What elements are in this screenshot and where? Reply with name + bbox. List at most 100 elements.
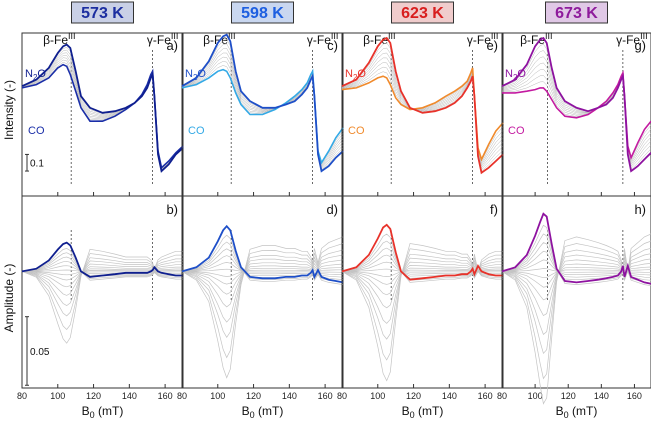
- peak-label: γ-FeIII: [147, 31, 179, 47]
- amplitude-spectrum-intermediate: [181, 236, 344, 379]
- x-tick-label: 120: [406, 391, 421, 401]
- amplitude-spectrum-intermediate: [21, 257, 183, 317]
- panel-letter: f): [490, 202, 498, 217]
- amplitude-spectrum-intermediate: [181, 255, 344, 278]
- scale-bar-bottom-label: 0.05: [30, 347, 50, 358]
- amplitude-spectrum-intermediate: [21, 253, 183, 331]
- co-label: CO: [28, 125, 45, 137]
- n2o-spectrum: [341, 36, 504, 175]
- bottom-panel-frame: [341, 195, 504, 389]
- co-label: CO: [348, 125, 365, 137]
- amplitude-spectrum-intermediate: [21, 252, 183, 279]
- top-panel-frame: [501, 32, 651, 197]
- x-tick-label: 100: [50, 391, 65, 401]
- amplitude-spectrum-final: [181, 224, 344, 284]
- peak-label: β-FeIII: [520, 31, 552, 47]
- co-spectrum: [181, 68, 344, 165]
- scale-bar-top-label: 0.1: [30, 159, 44, 170]
- amplitude-spectrum-final: [21, 241, 183, 278]
- x-tick-label: 160: [478, 391, 493, 401]
- x-tick-label: 100: [210, 391, 225, 401]
- temperature-badge: [71, 1, 134, 24]
- panel-letter: h): [634, 202, 646, 217]
- bottom-panel-frame: [21, 195, 184, 389]
- x-tick-label: 140: [122, 391, 137, 401]
- temperature-badge: [545, 1, 608, 24]
- peak-label: β-FeIII: [43, 31, 75, 47]
- x-axis-label: B0 (mT): [556, 404, 598, 420]
- x-tick-label: 80: [337, 391, 347, 401]
- intermediate-spectrum: [181, 43, 344, 170]
- peak-label: γ-FeIII: [307, 31, 339, 47]
- amplitude-spectrum-intermediate: [501, 240, 651, 380]
- amplitude-spectrum-intermediate: [341, 233, 503, 283]
- x-tick-label: 120: [86, 391, 101, 401]
- amplitude-spectrum-intermediate: [21, 248, 183, 281]
- amplitude-spectrum-intermediate: [181, 254, 344, 323]
- x-tick-label: 80: [17, 391, 27, 401]
- x-tick-label: 160: [318, 391, 333, 401]
- amplitude-spectrum-intermediate: [21, 263, 183, 296]
- x-tick-label: 80: [177, 391, 187, 401]
- peak-label: γ-FeIII: [467, 31, 499, 47]
- bottom-panel-frame: [181, 195, 344, 389]
- panel-letter: e): [486, 38, 498, 53]
- amplitude-spectrum-intermediate: [341, 248, 503, 361]
- panel-letter: d): [326, 202, 338, 217]
- amplitude-spectrum-intermediate: [181, 263, 344, 295]
- peak-label: β-FeIII: [363, 31, 395, 47]
- x-axis-label: B0 (mT): [242, 404, 284, 420]
- amplitude-spectrum-intermediate: [501, 224, 651, 287]
- amplitude-spectrum-final: [341, 223, 503, 281]
- amplitude-spectrum-intermediate: [181, 243, 344, 359]
- co-spectrum: [502, 69, 651, 161]
- amplitude-spectrum-intermediate: [181, 259, 344, 308]
- amplitude-spectrum-intermediate: [21, 248, 183, 344]
- panel-letter: a): [166, 38, 178, 53]
- amplitude-spectrum-intermediate: [181, 249, 344, 338]
- n2o-label: N2O: [345, 68, 366, 82]
- intermediate-spectrum: [341, 68, 504, 162]
- temperature-badge: [231, 1, 294, 24]
- temperature-badge: [391, 1, 454, 24]
- x-tick-label: 100: [370, 391, 385, 401]
- x-tick-label: 140: [594, 391, 609, 401]
- amplitude-spectrum-intermediate: [181, 241, 344, 283]
- intermediate-spectrum: [181, 56, 344, 167]
- x-tick-label: 140: [282, 391, 297, 401]
- x-tick-label: 120: [561, 391, 576, 401]
- x-tick-label: 160: [627, 391, 642, 401]
- co-spectrum: [341, 67, 504, 162]
- panel-letter: b): [166, 202, 178, 217]
- top-panel-frame: [341, 32, 504, 197]
- x-tick-label: 140: [442, 391, 457, 401]
- n2o-label: N2O: [505, 68, 526, 82]
- co-label: CO: [508, 125, 525, 137]
- x-tick-label: 80: [497, 391, 507, 401]
- amplitude-spectrum-intermediate: [21, 260, 183, 307]
- amplitude-spectrum-intermediate: [341, 243, 503, 382]
- temperature-label: 598 K: [241, 5, 284, 22]
- n2o-spectrum: [21, 43, 184, 173]
- temperature-label: 623 K: [401, 5, 444, 22]
- y-axis-label-bottom: Amplitude (-): [2, 264, 16, 333]
- intermediate-spectrum: [181, 61, 344, 166]
- peak-label: γ-FeIII: [616, 31, 648, 47]
- temperature-label: 573 K: [81, 5, 124, 22]
- temperature-label: 673 K: [555, 5, 598, 22]
- top-panel-frame: [21, 32, 184, 197]
- amplitude-spectrum-final: [501, 212, 651, 285]
- n2o-label: N2O: [25, 68, 46, 82]
- amplitude-spectrum-intermediate: [21, 266, 183, 288]
- n2o-spectrum: [181, 33, 344, 173]
- amplitude-spectrum-intermediate: [21, 268, 183, 281]
- panel-letter: g): [634, 38, 646, 53]
- x-axis-label: B0 (mT): [402, 404, 444, 420]
- x-tick-label: 160: [158, 391, 173, 401]
- y-axis-label-top: Intensity (-): [2, 80, 16, 140]
- amplitude-spectrum-intermediate: [21, 256, 183, 278]
- bottom-panel-frame: [501, 195, 651, 389]
- n2o-label: N2O: [185, 68, 206, 82]
- amplitude-spectrum-intermediate: [181, 234, 344, 285]
